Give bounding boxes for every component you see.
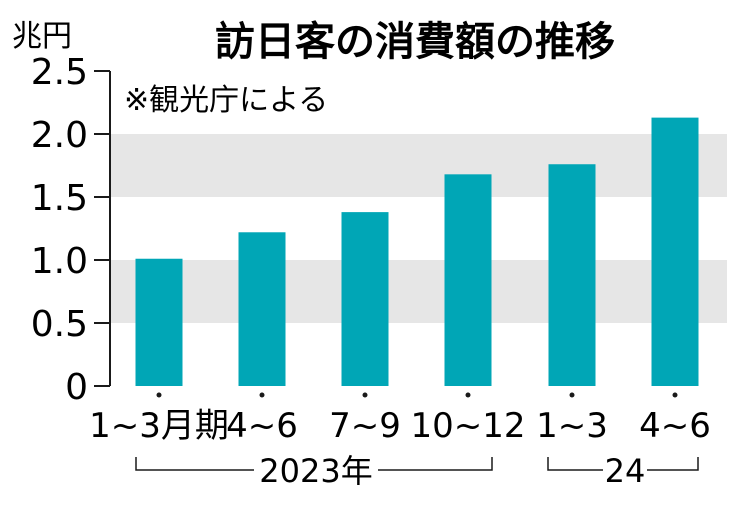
bar (135, 258, 183, 386)
group-bracket-right (378, 457, 493, 471)
x-tick-label: 1~3月期 (89, 406, 229, 446)
grid-bands (110, 134, 727, 323)
x-tick-label: 10~12 (410, 406, 525, 446)
bars (135, 117, 699, 387)
y-axis-unit: 兆円 (12, 19, 72, 54)
group-bracket-right (647, 457, 699, 471)
bar (341, 212, 389, 386)
y-tick-label: 2.0 (31, 115, 88, 156)
bar (548, 164, 596, 386)
x-tick-label: 1~3 (536, 406, 608, 446)
bar (651, 117, 699, 387)
y-axis-ticks: 0 0.5 1.0 1.5 2.0 2.5 (31, 52, 110, 408)
x-tick-label: 4~6 (226, 406, 298, 446)
y-tick-label: 0.5 (31, 304, 88, 345)
group-bracket-left (547, 457, 603, 471)
year-group-label: 2023年 (259, 452, 372, 490)
chart-title: 訪日客の消費額の推移 (215, 19, 615, 65)
x-tick-dot (569, 392, 575, 398)
x-tick-label: 4~6 (639, 406, 711, 446)
grid-band (110, 134, 727, 197)
y-tick-label: 1.0 (31, 241, 88, 282)
y-tick-label: 1.5 (31, 178, 88, 219)
year-group-label: 24 (605, 452, 646, 490)
bar (238, 232, 286, 386)
x-tick-dot (156, 392, 162, 398)
bar (444, 174, 492, 386)
x-tick-dot (672, 392, 678, 398)
year-groups: 2023年 24 (135, 452, 699, 490)
y-tick-label: 2.5 (31, 52, 88, 93)
source-note: ※観光庁による (124, 83, 328, 118)
x-tick-dot (465, 392, 471, 398)
group-bracket-left (135, 457, 254, 471)
y-tick-label: 0 (65, 367, 88, 408)
x-tick-dot (362, 392, 368, 398)
x-tick-label: 7~9 (329, 406, 401, 446)
x-tick-dot (259, 392, 265, 398)
grid-band (110, 260, 727, 323)
